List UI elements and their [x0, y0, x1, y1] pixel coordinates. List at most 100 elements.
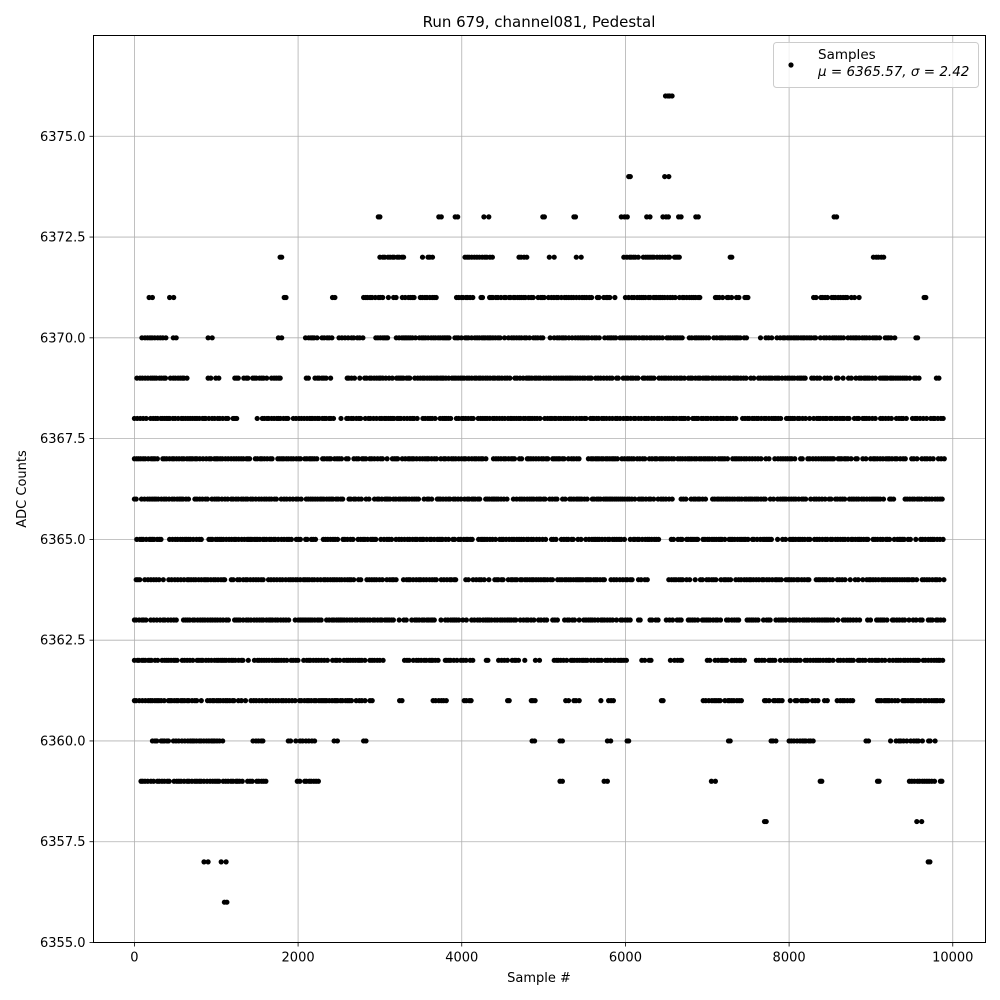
sample-point — [863, 456, 869, 462]
sample-point — [369, 698, 375, 704]
sample-point — [779, 698, 785, 704]
sample-point — [638, 577, 644, 583]
sample-point — [546, 254, 552, 260]
sample-point — [803, 496, 809, 502]
sample-point — [483, 456, 489, 462]
sample-point — [916, 657, 922, 663]
sample-point — [225, 617, 231, 623]
sample-point — [877, 335, 883, 341]
sample-point — [470, 415, 476, 422]
sample-point — [379, 456, 386, 462]
sample-point — [847, 577, 853, 583]
sample-point — [707, 657, 713, 663]
sample-point — [576, 456, 582, 462]
sample-point — [840, 375, 846, 381]
sample-point — [332, 294, 338, 301]
sample-point — [914, 818, 920, 825]
sample-point — [573, 254, 579, 260]
sample-point — [522, 657, 528, 663]
sample-point — [209, 335, 215, 341]
sample-point — [860, 577, 866, 583]
sample-point — [854, 456, 860, 462]
sample-point — [559, 738, 566, 744]
sample-point — [817, 335, 824, 341]
sample-point — [927, 859, 933, 865]
sample-point — [501, 335, 508, 341]
legend-marker — [788, 62, 794, 68]
sample-point — [314, 335, 320, 341]
y-tick-label: 6362.5 — [40, 634, 86, 649]
y-axis-label: ADC Counts — [15, 450, 30, 528]
sample-point — [927, 738, 933, 744]
sample-point — [446, 335, 452, 341]
sample-point — [198, 536, 204, 542]
sample-point — [888, 335, 894, 341]
sample-point — [666, 173, 672, 180]
sample-point — [396, 617, 402, 623]
sample-point — [385, 335, 391, 341]
sample-point — [537, 415, 543, 422]
sample-point — [914, 456, 920, 462]
sample-point — [729, 294, 735, 301]
sample-point — [497, 335, 503, 341]
sample-point — [360, 335, 366, 341]
sample-point — [807, 415, 813, 422]
sample-point — [160, 577, 166, 583]
sample-point — [515, 657, 522, 663]
sample-point — [578, 536, 584, 542]
sample-point — [613, 617, 620, 623]
sample-point — [393, 577, 399, 583]
sample-point — [350, 536, 356, 542]
legend-box — [773, 42, 979, 88]
sample-point — [919, 818, 925, 825]
sample-point — [722, 536, 728, 542]
legend-stats: μ = 6365.57, σ = 2.42 — [817, 64, 969, 80]
legend-series-name: Samples — [818, 47, 876, 63]
sample-point — [670, 617, 676, 623]
sample-point — [242, 698, 249, 704]
sample-point — [318, 617, 324, 623]
sample-point — [254, 415, 260, 422]
sample-point — [867, 617, 874, 623]
sample-point — [763, 818, 769, 825]
sample-point — [621, 536, 628, 542]
sample-point — [348, 698, 355, 704]
sample-point — [623, 657, 630, 663]
sample-point — [149, 294, 155, 301]
sample-point — [783, 617, 789, 623]
sample-point — [554, 496, 560, 502]
sample-point — [778, 577, 784, 583]
sample-point — [655, 617, 661, 623]
x-tick-label: 6000 — [609, 951, 642, 966]
sample-point — [940, 415, 946, 422]
sample-point — [741, 657, 748, 663]
sample-point — [216, 375, 222, 381]
sample-point — [687, 577, 693, 583]
sample-point — [907, 375, 913, 381]
sample-point — [695, 214, 701, 220]
sample-point — [561, 456, 567, 462]
sample-point — [940, 536, 946, 542]
sample-point — [738, 698, 745, 704]
sample-point — [351, 577, 357, 583]
sample-point — [813, 294, 819, 301]
sample-point — [571, 617, 578, 623]
y-tick-label: 6365.0 — [40, 533, 86, 548]
sample-point — [712, 456, 718, 462]
sample-point — [545, 456, 551, 462]
sample-point — [699, 577, 706, 583]
sample-point — [940, 698, 946, 704]
sample-point — [293, 738, 299, 744]
sample-point — [807, 536, 813, 542]
sample-point — [637, 617, 643, 623]
sample-point — [218, 859, 224, 865]
sample-point — [596, 335, 602, 341]
sample-point — [519, 456, 525, 462]
sample-point — [286, 617, 292, 623]
sample-point — [736, 617, 742, 623]
sample-point — [882, 657, 888, 663]
sample-point — [205, 335, 211, 341]
sample-point — [279, 335, 285, 341]
y-tick-label: 6372.5 — [40, 231, 86, 246]
